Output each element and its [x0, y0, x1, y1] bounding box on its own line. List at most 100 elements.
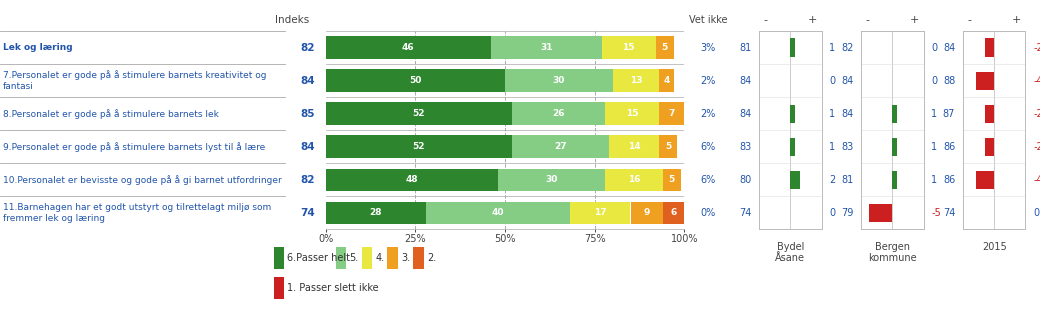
Bar: [790, 38, 795, 57]
Text: 0: 0: [830, 76, 835, 86]
Text: 5.: 5.: [349, 253, 359, 263]
Text: 9: 9: [644, 208, 650, 217]
Text: 86: 86: [943, 175, 956, 185]
Bar: [602, 36, 655, 59]
Text: 14: 14: [628, 142, 641, 151]
Text: +: +: [910, 15, 919, 25]
Text: 74: 74: [300, 208, 315, 218]
Text: 6%: 6%: [701, 142, 716, 152]
Bar: [274, 247, 284, 269]
Text: -: -: [865, 15, 869, 25]
Text: Indeks: Indeks: [276, 15, 309, 25]
Text: 74: 74: [943, 208, 956, 218]
Text: 1: 1: [830, 109, 835, 119]
Text: 48: 48: [406, 175, 418, 184]
Text: -2: -2: [1034, 142, 1040, 152]
Text: 6: 6: [671, 208, 677, 217]
Text: 15: 15: [626, 109, 639, 118]
Bar: [326, 36, 491, 59]
Text: 5: 5: [669, 175, 675, 184]
Text: 86: 86: [943, 142, 956, 152]
Text: 85: 85: [301, 109, 315, 119]
Text: 9.Personalet er gode på å stimulere barnets lyst til å lære: 9.Personalet er gode på å stimulere barn…: [3, 142, 265, 152]
Bar: [985, 138, 994, 156]
Bar: [976, 171, 994, 189]
Text: 15: 15: [623, 43, 635, 52]
Text: 82: 82: [841, 42, 854, 52]
Text: -4: -4: [1034, 175, 1040, 185]
Bar: [491, 36, 602, 59]
Text: 81: 81: [841, 175, 854, 185]
Text: 0%: 0%: [701, 208, 716, 218]
Text: 8.Personalet er gode på å stimulere barnets lek: 8.Personalet er gode på å stimulere barn…: [3, 109, 218, 119]
Text: 2.: 2.: [426, 253, 436, 263]
Bar: [274, 277, 284, 299]
Text: 82: 82: [301, 42, 315, 52]
Text: -: -: [967, 15, 971, 25]
Text: 1. Passer slett ikke: 1. Passer slett ikke: [287, 283, 379, 293]
Text: 1: 1: [830, 142, 835, 152]
Text: Bydel
Åsane: Bydel Åsane: [776, 242, 805, 264]
Text: 1: 1: [931, 142, 937, 152]
Text: 5: 5: [665, 142, 671, 151]
Text: 81: 81: [739, 42, 751, 52]
Text: 84: 84: [301, 76, 315, 86]
Text: 0: 0: [931, 42, 937, 52]
Bar: [659, 102, 684, 125]
Text: 50: 50: [409, 76, 421, 85]
Bar: [892, 104, 896, 123]
Text: 0: 0: [931, 76, 937, 86]
Text: 17: 17: [594, 208, 606, 217]
Text: Vet ikke: Vet ikke: [688, 15, 728, 25]
Bar: [985, 38, 994, 57]
Bar: [790, 171, 800, 189]
Bar: [512, 135, 609, 158]
Bar: [336, 247, 346, 269]
Bar: [976, 72, 994, 90]
Bar: [326, 69, 505, 92]
Bar: [413, 247, 424, 269]
Bar: [790, 138, 795, 156]
Text: 31: 31: [540, 43, 552, 52]
Bar: [609, 135, 659, 158]
Text: 2%: 2%: [701, 109, 716, 119]
Text: -5: -5: [931, 208, 941, 218]
Text: 52: 52: [413, 109, 425, 118]
Text: 1: 1: [830, 42, 835, 52]
Text: Lek og læring: Lek og læring: [3, 43, 73, 52]
Text: 16: 16: [628, 175, 641, 184]
Text: 28: 28: [369, 208, 382, 217]
Text: 3.: 3.: [401, 253, 410, 263]
Bar: [326, 169, 498, 191]
Text: 84: 84: [943, 42, 956, 52]
Text: Bergen
kommune: Bergen kommune: [868, 242, 916, 264]
Bar: [869, 204, 892, 222]
Text: 7: 7: [669, 109, 675, 118]
Bar: [985, 104, 994, 123]
Text: 3%: 3%: [701, 42, 716, 52]
Text: 13: 13: [629, 76, 642, 85]
Text: +: +: [808, 15, 817, 25]
Text: 2: 2: [830, 175, 836, 185]
Text: 84: 84: [739, 109, 751, 119]
Text: +: +: [1012, 15, 1021, 25]
Text: 11.Barnehagen har et godt utstyrt og tilrettelagt miljø som
fremmer lek og lærin: 11.Barnehagen har et godt utstyrt og til…: [3, 203, 271, 223]
Text: 4: 4: [664, 76, 670, 85]
Bar: [790, 104, 795, 123]
Text: 83: 83: [739, 142, 751, 152]
Bar: [892, 138, 896, 156]
Bar: [659, 135, 677, 158]
Text: 74: 74: [739, 208, 751, 218]
Text: 2%: 2%: [701, 76, 716, 86]
Bar: [892, 171, 896, 189]
Text: 27: 27: [554, 142, 567, 151]
Text: 1: 1: [931, 175, 937, 185]
Text: 84: 84: [841, 76, 854, 86]
Bar: [426, 202, 570, 224]
Bar: [662, 169, 681, 191]
Text: 5: 5: [661, 43, 668, 52]
Text: 10.Personalet er bevisste og gode på å gi barnet utfordringer: 10.Personalet er bevisste og gode på å g…: [3, 175, 282, 185]
Text: 0: 0: [830, 208, 835, 218]
Text: 4.: 4.: [375, 253, 384, 263]
Bar: [326, 135, 512, 158]
